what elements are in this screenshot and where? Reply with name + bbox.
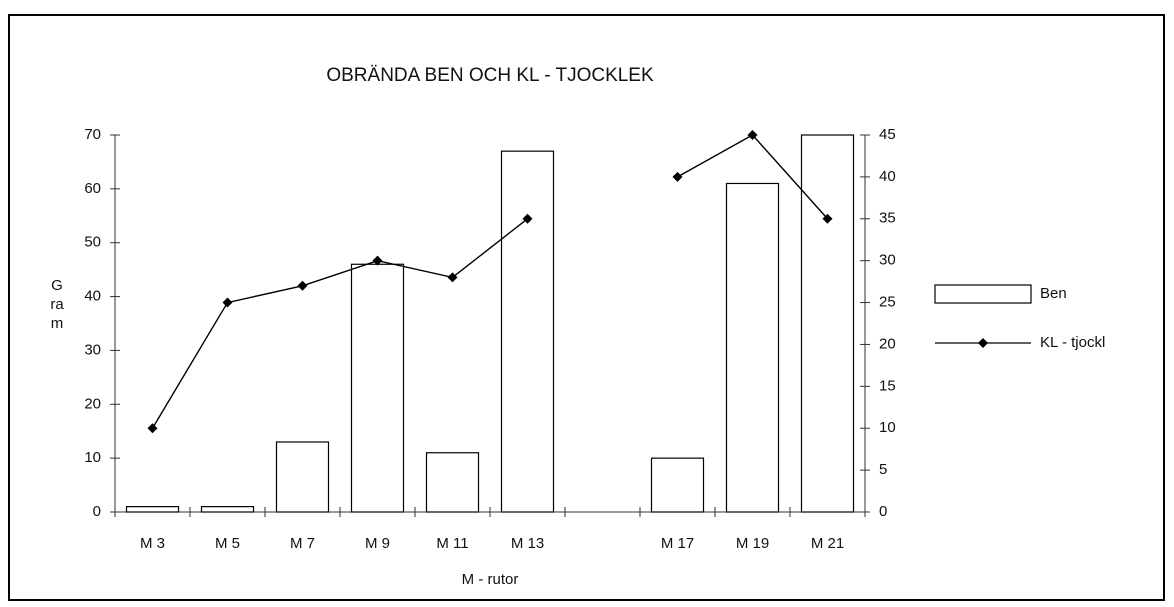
x-tick-label: M 7 (290, 535, 315, 552)
legend-marker (978, 338, 988, 348)
x-tick-label: M 21 (811, 535, 844, 552)
line-marker (447, 272, 458, 283)
x-tick-label: M 17 (661, 535, 694, 552)
bar (800, 134, 855, 513)
legend-swatch (934, 284, 1032, 304)
y-tick-label: 30 (84, 341, 101, 358)
bar (425, 452, 480, 513)
bar (125, 506, 180, 513)
line-marker (372, 255, 383, 266)
y2-tick-label: 35 (879, 210, 896, 227)
y-tick-label: 10 (84, 449, 101, 466)
line-marker (822, 213, 833, 224)
x-axis-label: M - rutor (462, 571, 519, 588)
line (151, 218, 528, 429)
x-tick-label: M 9 (365, 535, 390, 552)
y2-tick-label: 0 (879, 503, 887, 520)
bar (725, 182, 780, 513)
chart-title: OBRÄNDA BEN OCH KL - TJOCKLEK (326, 65, 654, 86)
y2-tick-label: 25 (879, 294, 896, 311)
legend-label: Ben (1040, 285, 1067, 302)
y-tick-label: 60 (84, 180, 101, 197)
x-tick-label: M 3 (140, 535, 165, 552)
x-tick-label: M 5 (215, 535, 240, 552)
line-marker (747, 130, 758, 140)
line-marker (297, 280, 308, 291)
y-tick-label: 40 (84, 288, 101, 305)
y2-tick-label: 5 (879, 461, 887, 478)
y-axis-label: Gram (50, 277, 64, 332)
line-marker (672, 171, 683, 182)
y2-tick-label: 45 (879, 126, 896, 143)
bar (200, 506, 255, 513)
y2-tick-label: 40 (879, 168, 896, 185)
bar (650, 457, 705, 513)
y-tick-label: 70 (84, 126, 101, 143)
bar (500, 150, 555, 513)
y2-tick-label: 15 (879, 377, 896, 394)
y2-tick-label: 20 (879, 335, 896, 352)
x-tick-label: M 19 (736, 535, 769, 552)
y2-tick-label: 10 (879, 419, 896, 436)
x-tick-label: M 13 (511, 535, 544, 552)
y-tick-label: 50 (84, 234, 101, 251)
y-tick-label: 20 (84, 395, 101, 412)
legend-label: KL - tjockl (1040, 334, 1105, 351)
frame (8, 14, 1165, 601)
y-tick-label: 0 (93, 503, 101, 520)
line-marker (222, 297, 233, 308)
y2-tick-label: 30 (879, 252, 896, 269)
bar (350, 263, 405, 513)
bar (275, 441, 330, 513)
x-tick-label: M 11 (436, 535, 468, 552)
line-marker (147, 423, 158, 434)
line-marker (522, 213, 533, 224)
